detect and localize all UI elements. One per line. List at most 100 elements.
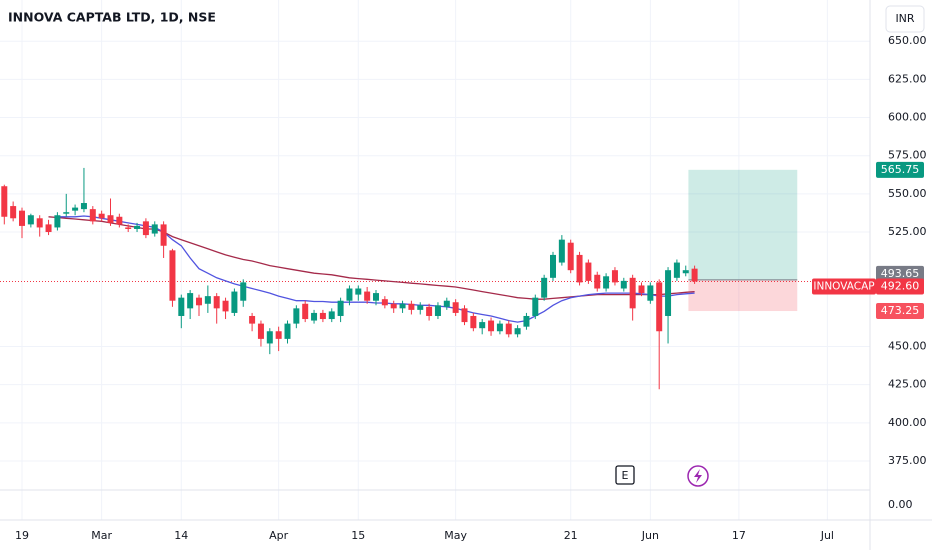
- candle-body: [691, 268, 698, 282]
- candle-body: [381, 299, 388, 306]
- y-tick-label: 450.00: [888, 340, 927, 353]
- candle-body: [27, 215, 34, 225]
- x-tick-label: 15: [351, 529, 365, 542]
- candle-body: [541, 277, 548, 298]
- y-tick-label: 425.00: [888, 378, 927, 391]
- candle-body: [611, 270, 618, 283]
- candle-body: [496, 323, 503, 332]
- x-tick-label: 14: [174, 529, 188, 542]
- candle-body: [213, 296, 220, 309]
- x-tick-label: Mar: [91, 529, 112, 542]
- x-tick-label: 21: [564, 529, 578, 542]
- candle-body: [19, 210, 25, 226]
- candle-body: [558, 239, 565, 263]
- loss-zone: [688, 279, 798, 312]
- candle-body: [89, 209, 96, 222]
- candle-body: [151, 224, 158, 234]
- x-tick-label: Jun: [641, 529, 659, 542]
- candle-body: [550, 254, 556, 278]
- y-tick-label: 625.00: [888, 72, 927, 85]
- candle-body: [125, 227, 132, 229]
- chart-title: INNOVA CAPTAB LTD, 1D, NSE: [8, 10, 216, 25]
- candle-body: [443, 300, 450, 307]
- x-tick-label: 19: [15, 529, 29, 542]
- candle-body: [134, 225, 141, 229]
- candle-body: [98, 213, 105, 219]
- x-tick-label: Apr: [269, 529, 289, 542]
- candle-body: [142, 221, 149, 236]
- candle-body: [647, 285, 654, 301]
- candles: [1, 167, 698, 390]
- candle-body: [408, 303, 415, 310]
- candle-body: [505, 323, 512, 335]
- volume-scale-label: 0.00: [888, 498, 913, 511]
- y-tick-label: 400.00: [888, 416, 927, 429]
- earnings-marker[interactable]: [615, 465, 635, 485]
- candle-body: [293, 308, 300, 324]
- candle-body: [257, 323, 264, 339]
- position-tool: [0, 169, 870, 312]
- candle-body: [373, 293, 379, 301]
- candle-body: [461, 308, 468, 323]
- candle-body: [682, 270, 689, 274]
- candle-body: [470, 315, 477, 329]
- candle-body: [72, 207, 79, 211]
- x-tick-label: 17: [732, 529, 746, 542]
- candle-body: [399, 303, 406, 309]
- y-tick-label: 375.00: [888, 454, 927, 467]
- candle-body: [169, 250, 176, 301]
- profit-zone: [688, 169, 798, 280]
- candle-body: [284, 323, 291, 339]
- candle-body: [328, 311, 335, 320]
- candle-body: [302, 303, 309, 320]
- dividend-icon: [694, 469, 702, 483]
- candle-body: [603, 276, 610, 289]
- candle-body: [417, 305, 424, 310]
- candle-body: [45, 224, 52, 233]
- candle-body: [673, 262, 680, 278]
- candle-body: [629, 277, 636, 309]
- candle-body: [311, 312, 318, 321]
- candle-body: [222, 300, 229, 312]
- candle-body: [452, 302, 459, 313]
- x-tick-label: May: [444, 529, 467, 542]
- candle-body: [656, 282, 663, 332]
- candle-body: [434, 305, 441, 316]
- candle-body: [116, 216, 123, 225]
- candle-body: [63, 212, 70, 214]
- candle-body: [364, 291, 371, 301]
- candle-body: [10, 206, 17, 219]
- candle-body: [275, 331, 282, 339]
- axes: 650.00 625.00 600.00 575.00 550.00 525.00 450.…: [15, 34, 927, 542]
- candle-body: [532, 297, 539, 316]
- earnings-label[interactable]: E: [622, 469, 629, 482]
- candle-body: [266, 331, 273, 344]
- candle-body: [665, 270, 672, 316]
- last-price-label-box: [876, 278, 924, 295]
- candle-body: [426, 306, 433, 316]
- stop-price-label-box: [876, 303, 924, 320]
- candle-body: [107, 215, 114, 223]
- candle-body: [638, 285, 645, 294]
- currency-label[interactable]: INR: [895, 12, 914, 25]
- y-tick-label: 650.00: [888, 34, 927, 47]
- y-tick-label: 600.00: [888, 111, 927, 124]
- candle-body: [240, 282, 247, 301]
- candle-body: [178, 297, 185, 316]
- candle-body: [567, 242, 574, 271]
- candle-body: [80, 203, 87, 210]
- candle-body: [355, 288, 362, 295]
- symbol-label-box: [812, 278, 876, 295]
- candle-body: [585, 262, 592, 281]
- x-tick-label: Jul: [820, 529, 834, 542]
- candle-body: [54, 215, 61, 228]
- symbol-label: INNOVACAP: [813, 280, 874, 292]
- currency-button[interactable]: [885, 5, 925, 33]
- candle-body: [620, 280, 627, 289]
- candle-body: [231, 291, 238, 313]
- last-price-label: 492.60: [881, 279, 920, 292]
- entry-price-label-box: [876, 265, 924, 282]
- candle-body: [514, 328, 521, 335]
